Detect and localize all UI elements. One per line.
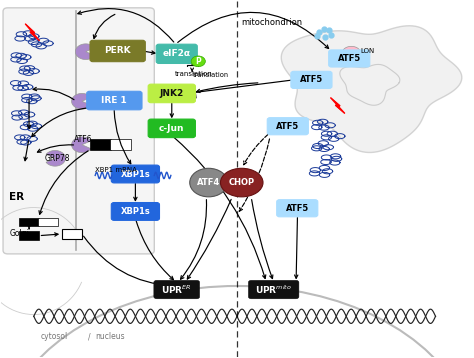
FancyBboxPatch shape xyxy=(111,165,159,183)
Ellipse shape xyxy=(220,168,263,197)
FancyBboxPatch shape xyxy=(267,118,309,135)
Text: ATF5: ATF5 xyxy=(300,76,323,84)
Text: UPR$^{mito}$: UPR$^{mito}$ xyxy=(255,283,292,296)
Text: PERK: PERK xyxy=(104,47,131,55)
FancyBboxPatch shape xyxy=(38,218,58,226)
Text: ATF4: ATF4 xyxy=(197,178,220,187)
Text: ATF5: ATF5 xyxy=(276,122,300,131)
Text: XBP1s: XBP1s xyxy=(120,169,150,179)
Text: ATF5: ATF5 xyxy=(337,54,361,63)
FancyBboxPatch shape xyxy=(90,139,111,150)
Text: JNK2: JNK2 xyxy=(160,89,184,98)
Polygon shape xyxy=(343,46,361,61)
Text: ER: ER xyxy=(9,192,24,202)
Text: XBP1s: XBP1s xyxy=(120,207,150,216)
FancyBboxPatch shape xyxy=(248,280,299,299)
FancyBboxPatch shape xyxy=(87,91,142,110)
Polygon shape xyxy=(72,137,91,153)
Text: nucleus: nucleus xyxy=(95,332,125,341)
Text: ATF5: ATF5 xyxy=(286,204,309,213)
Text: translation: translation xyxy=(192,72,228,78)
Text: P: P xyxy=(195,57,201,66)
Text: translation: translation xyxy=(174,71,212,77)
FancyBboxPatch shape xyxy=(148,84,195,103)
Text: Golgi: Golgi xyxy=(9,229,29,238)
Text: UPR$^{ER}$: UPR$^{ER}$ xyxy=(161,283,192,296)
FancyBboxPatch shape xyxy=(90,40,146,62)
Text: c-Jun: c-Jun xyxy=(159,124,184,133)
Text: mitochondrion: mitochondrion xyxy=(242,18,303,26)
Text: CHOP: CHOP xyxy=(228,178,255,187)
FancyBboxPatch shape xyxy=(19,218,39,226)
FancyBboxPatch shape xyxy=(110,139,131,150)
Polygon shape xyxy=(330,98,345,113)
Text: XBP1 mRNA: XBP1 mRNA xyxy=(95,167,137,173)
FancyBboxPatch shape xyxy=(148,119,195,137)
Text: LON: LON xyxy=(361,48,375,54)
FancyBboxPatch shape xyxy=(291,71,332,88)
Polygon shape xyxy=(25,24,39,41)
Polygon shape xyxy=(281,26,462,153)
Ellipse shape xyxy=(190,168,228,197)
Text: /: / xyxy=(88,332,91,341)
Text: cytosol: cytosol xyxy=(41,332,68,341)
Text: GRP78: GRP78 xyxy=(45,154,70,163)
FancyBboxPatch shape xyxy=(154,280,200,299)
Text: eIF2α: eIF2α xyxy=(163,49,191,58)
Text: IRE 1: IRE 1 xyxy=(101,96,127,105)
Polygon shape xyxy=(72,93,91,109)
Polygon shape xyxy=(46,150,65,166)
FancyBboxPatch shape xyxy=(156,44,197,63)
FancyBboxPatch shape xyxy=(328,50,370,67)
FancyBboxPatch shape xyxy=(3,8,155,254)
FancyBboxPatch shape xyxy=(111,203,159,221)
Text: ATF6: ATF6 xyxy=(74,135,92,144)
Circle shape xyxy=(191,56,205,67)
FancyBboxPatch shape xyxy=(277,200,318,217)
FancyBboxPatch shape xyxy=(62,228,82,239)
Polygon shape xyxy=(75,44,95,59)
FancyBboxPatch shape xyxy=(19,231,39,240)
